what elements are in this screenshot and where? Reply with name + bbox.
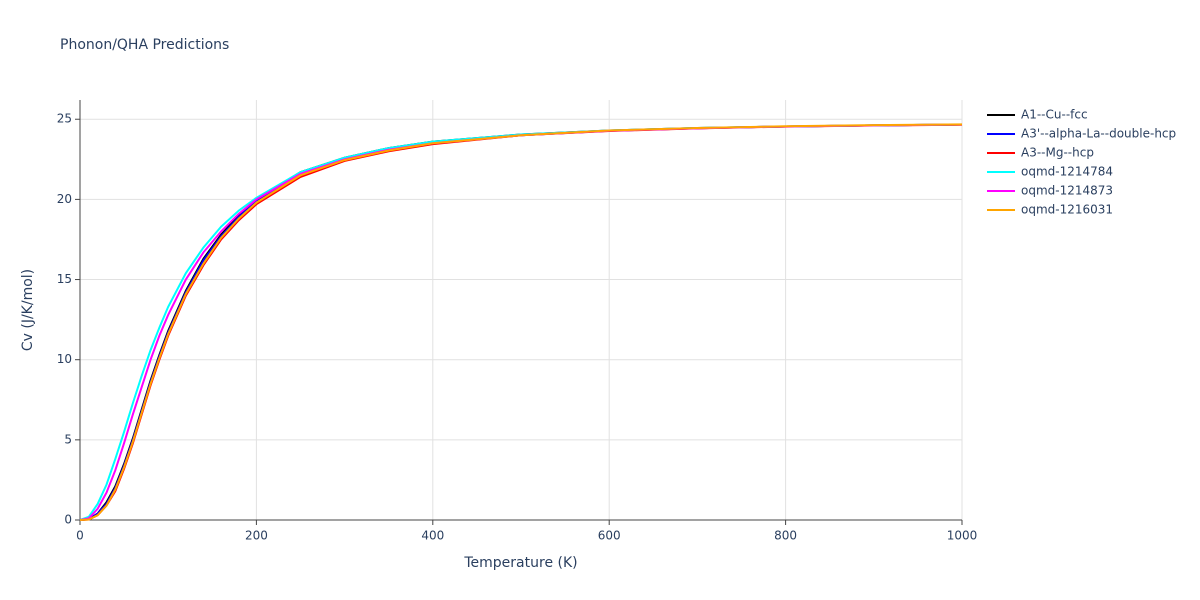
x-tick-label: 200 (245, 529, 268, 543)
legend-label: oqmd-1216031 (1021, 203, 1113, 217)
y-tick-label: 20 (57, 192, 72, 206)
legend-label: A1--Cu--fcc (1021, 108, 1088, 122)
legend: A1--Cu--fcc A3'--alpha-La--double-hcp A3--… (987, 108, 1176, 217)
legend-label: oqmd-1214784 (1021, 165, 1113, 179)
legend-label: A3--Mg--hcp (1021, 146, 1094, 160)
grid (75, 100, 963, 525)
legend-label: oqmd-1214873 (1021, 184, 1113, 198)
x-axis-label: Temperature (K) (463, 555, 577, 571)
x-tick-label: 0 (76, 529, 84, 543)
y-tick-label: 10 (57, 352, 72, 366)
x-tick-label: 800 (774, 529, 797, 543)
y-tick-label: 15 (57, 272, 72, 286)
y-tick-label: 25 (57, 112, 72, 126)
y-tick-label: 0 (64, 513, 72, 527)
series-line (79, 123, 963, 521)
x-tick-label: 600 (598, 529, 621, 543)
x-tick-label: 400 (421, 529, 444, 543)
chart-title: Phonon/QHA Predictions (60, 37, 229, 53)
plot-area (79, 123, 963, 521)
legend-label: A3'--alpha-La--double-hcp (1021, 127, 1176, 141)
y-tick-label: 5 (64, 432, 72, 446)
x-tick-label: 1000 (947, 529, 978, 543)
y-axis-label: Cv (J/K/mol) (20, 269, 36, 351)
